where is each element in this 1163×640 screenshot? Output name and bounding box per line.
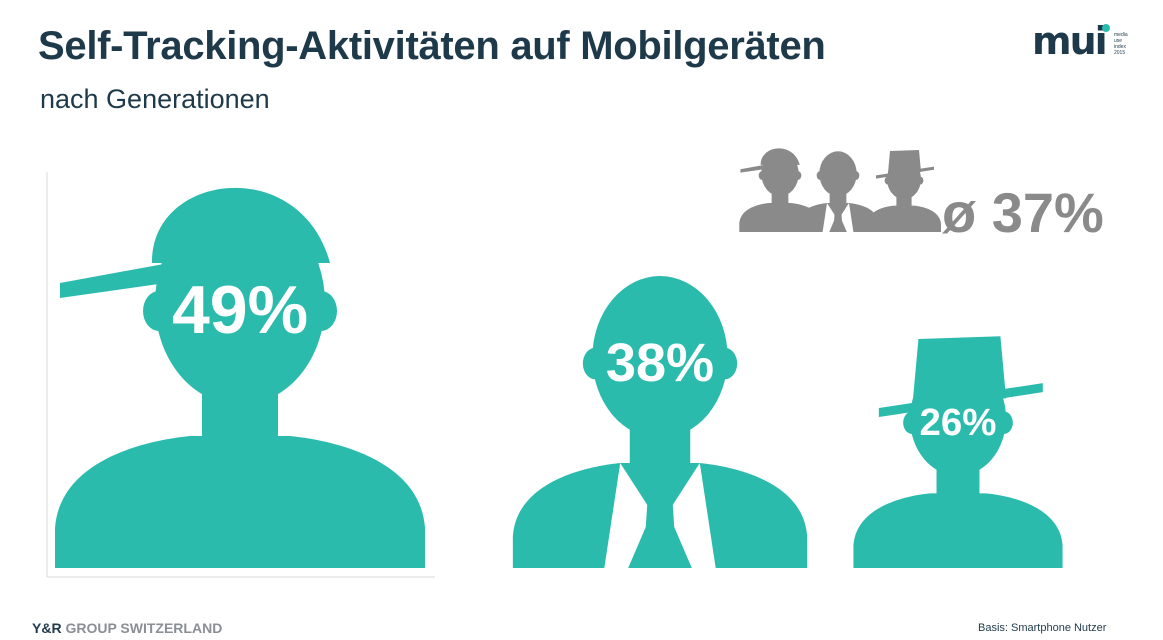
page-title: Self-Tracking-Aktivitäten auf Mobilgerät… [38, 24, 826, 68]
average-legend: ø 37% [739, 148, 1104, 244]
suit-collar [840, 202, 854, 232]
logo-dot [1102, 24, 1110, 32]
cap-crown [151, 187, 330, 263]
cap-visor [740, 164, 767, 173]
value-label: 26% [920, 401, 997, 444]
cap-crown [760, 148, 800, 165]
logo-line: use [1114, 38, 1123, 44]
brand-group: GROUP SWITZERLAND [65, 620, 223, 636]
value-label: 38% [606, 333, 714, 393]
person-cap-icon: 49% [55, 187, 425, 568]
page-subtitle: nach Generationen [40, 84, 270, 114]
person-torso [867, 205, 941, 232]
hat-crown [912, 336, 1007, 402]
brand-name: Y&R [32, 620, 62, 636]
logo-text: media use index 2015 [1114, 32, 1136, 56]
avg-person-hat-icon [867, 150, 941, 232]
chart-figures: 49% 38% 26% [55, 187, 1063, 568]
avg-person-cap-icon [739, 148, 821, 232]
person-head [819, 151, 857, 197]
person-suit-icon: 38% [512, 276, 808, 568]
footer-note: Basis: Smartphone Nutzer [978, 622, 1107, 634]
mui-logo: mui media use index 2015 [1032, 22, 1132, 70]
suit-collar [604, 462, 653, 568]
logo-line: index [1114, 44, 1126, 50]
person-hat-icon: 26% [853, 336, 1063, 568]
avg-person-suit-icon [797, 151, 879, 232]
hat-brim [878, 383, 1043, 418]
footer-brand: Y&R GROUP SWITZERLAND [32, 620, 222, 636]
suit-collar [822, 202, 836, 232]
suit-collar [667, 462, 716, 568]
average-label: ø 37% [942, 181, 1104, 244]
logo-line: media [1114, 32, 1128, 38]
person-torso [55, 436, 425, 568]
hat-brim [876, 166, 934, 179]
logo-mark: mui [1032, 19, 1108, 63]
tie [833, 207, 843, 232]
tie [644, 480, 676, 568]
hat-crown [888, 150, 921, 173]
person-head [592, 276, 728, 439]
logo-line: 2015 [1114, 50, 1126, 56]
person-torso [853, 493, 1063, 568]
cap-visor [60, 261, 180, 298]
value-label: 49% [172, 272, 308, 348]
